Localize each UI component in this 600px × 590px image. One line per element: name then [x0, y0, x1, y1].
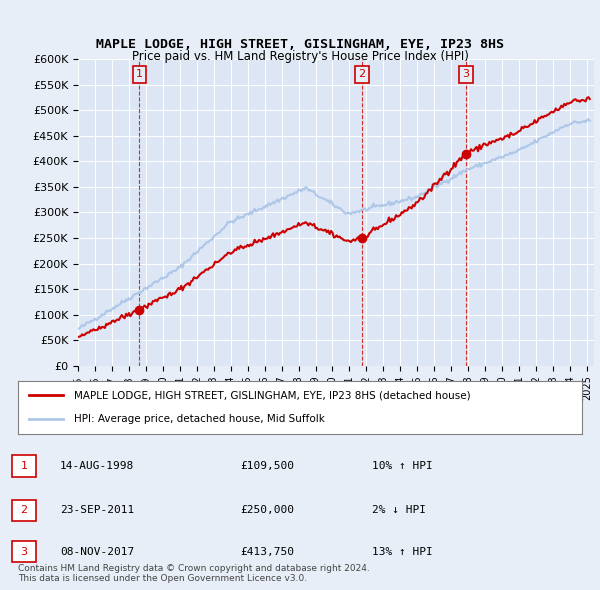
Text: 1: 1 [20, 461, 28, 471]
Text: MAPLE LODGE, HIGH STREET, GISLINGHAM, EYE, IP23 8HS: MAPLE LODGE, HIGH STREET, GISLINGHAM, EY… [96, 38, 504, 51]
Text: £109,500: £109,500 [240, 461, 294, 471]
Text: 08-NOV-2017: 08-NOV-2017 [60, 547, 134, 556]
Text: 13% ↑ HPI: 13% ↑ HPI [372, 547, 433, 556]
Text: 2: 2 [358, 70, 365, 79]
Text: 10% ↑ HPI: 10% ↑ HPI [372, 461, 433, 471]
Text: 2: 2 [20, 506, 28, 515]
Text: 3: 3 [20, 547, 28, 556]
Text: 3: 3 [462, 70, 469, 79]
Text: MAPLE LODGE, HIGH STREET, GISLINGHAM, EYE, IP23 8HS (detached house): MAPLE LODGE, HIGH STREET, GISLINGHAM, EY… [74, 391, 471, 401]
Text: HPI: Average price, detached house, Mid Suffolk: HPI: Average price, detached house, Mid … [74, 414, 325, 424]
Text: Contains HM Land Registry data © Crown copyright and database right 2024.
This d: Contains HM Land Registry data © Crown c… [18, 563, 370, 583]
Text: £250,000: £250,000 [240, 506, 294, 515]
Text: 2% ↓ HPI: 2% ↓ HPI [372, 506, 426, 515]
Text: 14-AUG-1998: 14-AUG-1998 [60, 461, 134, 471]
Text: Price paid vs. HM Land Registry's House Price Index (HPI): Price paid vs. HM Land Registry's House … [131, 50, 469, 63]
Text: £413,750: £413,750 [240, 547, 294, 556]
Text: 1: 1 [136, 70, 143, 79]
Text: 23-SEP-2011: 23-SEP-2011 [60, 506, 134, 515]
